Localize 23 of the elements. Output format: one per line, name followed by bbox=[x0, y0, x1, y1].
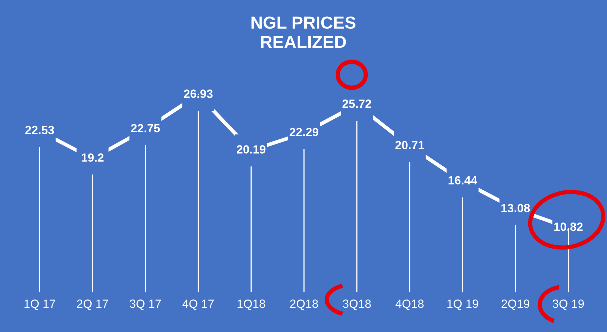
data-label: 25.72 bbox=[342, 100, 372, 108]
data-label: 20.71 bbox=[396, 141, 424, 150]
x-tick-label: 4Q18 bbox=[396, 300, 424, 310]
x-tick-label: 3Q 17 bbox=[130, 300, 162, 310]
x-tick-label: 3Q18 bbox=[343, 300, 372, 310]
data-label: 20.19 bbox=[237, 145, 266, 154]
chart-title: NGL PRICES REALIZED bbox=[252, 16, 356, 48]
data-label: 13.08 bbox=[502, 204, 530, 213]
x-tick-label: 2Q 17 bbox=[77, 300, 108, 310]
data-label: 19.2 bbox=[82, 154, 104, 162]
data-label: 22.29 bbox=[290, 128, 319, 136]
data-label: 26.93 bbox=[184, 90, 213, 98]
x-tick-label: 2Q18 bbox=[290, 300, 318, 310]
x-tick-label: 3Q 19 bbox=[552, 300, 584, 310]
data-label: 10.82 bbox=[554, 222, 583, 232]
x-tick-label: 1Q 19 bbox=[448, 300, 478, 310]
data-label: 16.44 bbox=[448, 176, 478, 185]
x-tick-label: 1Q18 bbox=[238, 300, 266, 310]
x-tick-label: 2Q19 bbox=[502, 300, 530, 310]
x-tick-label: 1Q 17 bbox=[24, 300, 56, 310]
data-label: 22.75 bbox=[131, 124, 160, 133]
x-tick-label: 4Q 17 bbox=[182, 300, 214, 310]
data-label: 22.53 bbox=[26, 126, 54, 135]
